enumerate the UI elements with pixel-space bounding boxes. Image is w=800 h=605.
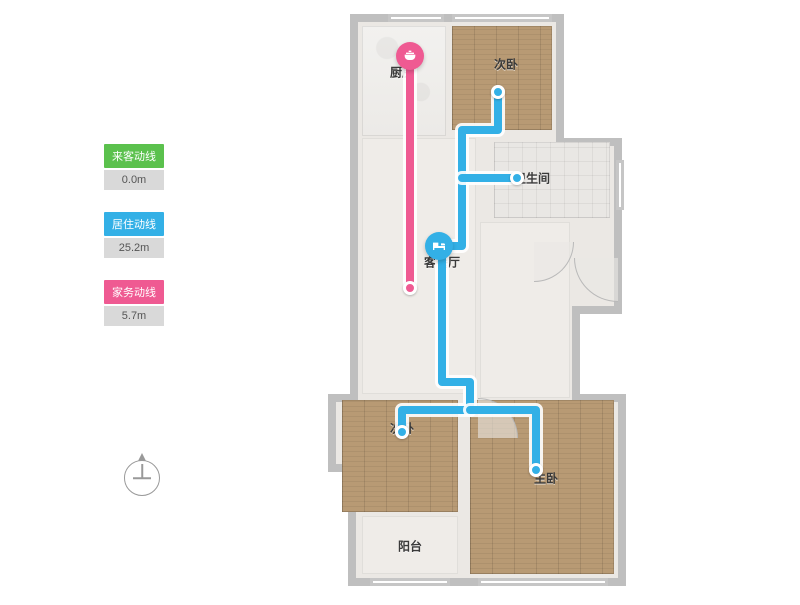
legend-label: 来客动线: [104, 144, 164, 168]
window: [370, 578, 450, 586]
compass-icon: [124, 460, 160, 496]
pot-icon: [396, 42, 424, 70]
legend-value: 5.7m: [104, 306, 164, 326]
legend-label: 居住动线: [104, 212, 164, 236]
legend-label: 家务动线: [104, 280, 164, 304]
flow-endpoint: [395, 425, 409, 439]
window: [388, 14, 444, 22]
legend-item: 家务动线5.7m: [104, 280, 164, 326]
flow-endpoint: [403, 281, 417, 295]
legend-item: 居住动线25.2m: [104, 212, 164, 258]
window: [452, 14, 552, 22]
legend: 来客动线0.0m 居住动线25.2m 家务动线5.7m: [104, 144, 164, 348]
window: [478, 578, 608, 586]
room-label: 次卧: [494, 56, 518, 73]
room: [342, 400, 458, 512]
flow-endpoint: [529, 463, 543, 477]
bed-icon: [425, 232, 453, 260]
floorplan-canvas: 来客动线0.0m居住动线25.2m家务动线5.7m 厨房次卧卫生间客餐厅次卧主卧…: [0, 0, 800, 600]
room: [452, 26, 552, 130]
legend-value: 0.0m: [104, 170, 164, 190]
flow-endpoint: [510, 171, 524, 185]
legend-item: 来客动线0.0m: [104, 144, 164, 190]
room-label: 阳台: [398, 538, 422, 555]
legend-value: 25.2m: [104, 238, 164, 258]
window: [616, 160, 624, 210]
flow-endpoint: [491, 85, 505, 99]
